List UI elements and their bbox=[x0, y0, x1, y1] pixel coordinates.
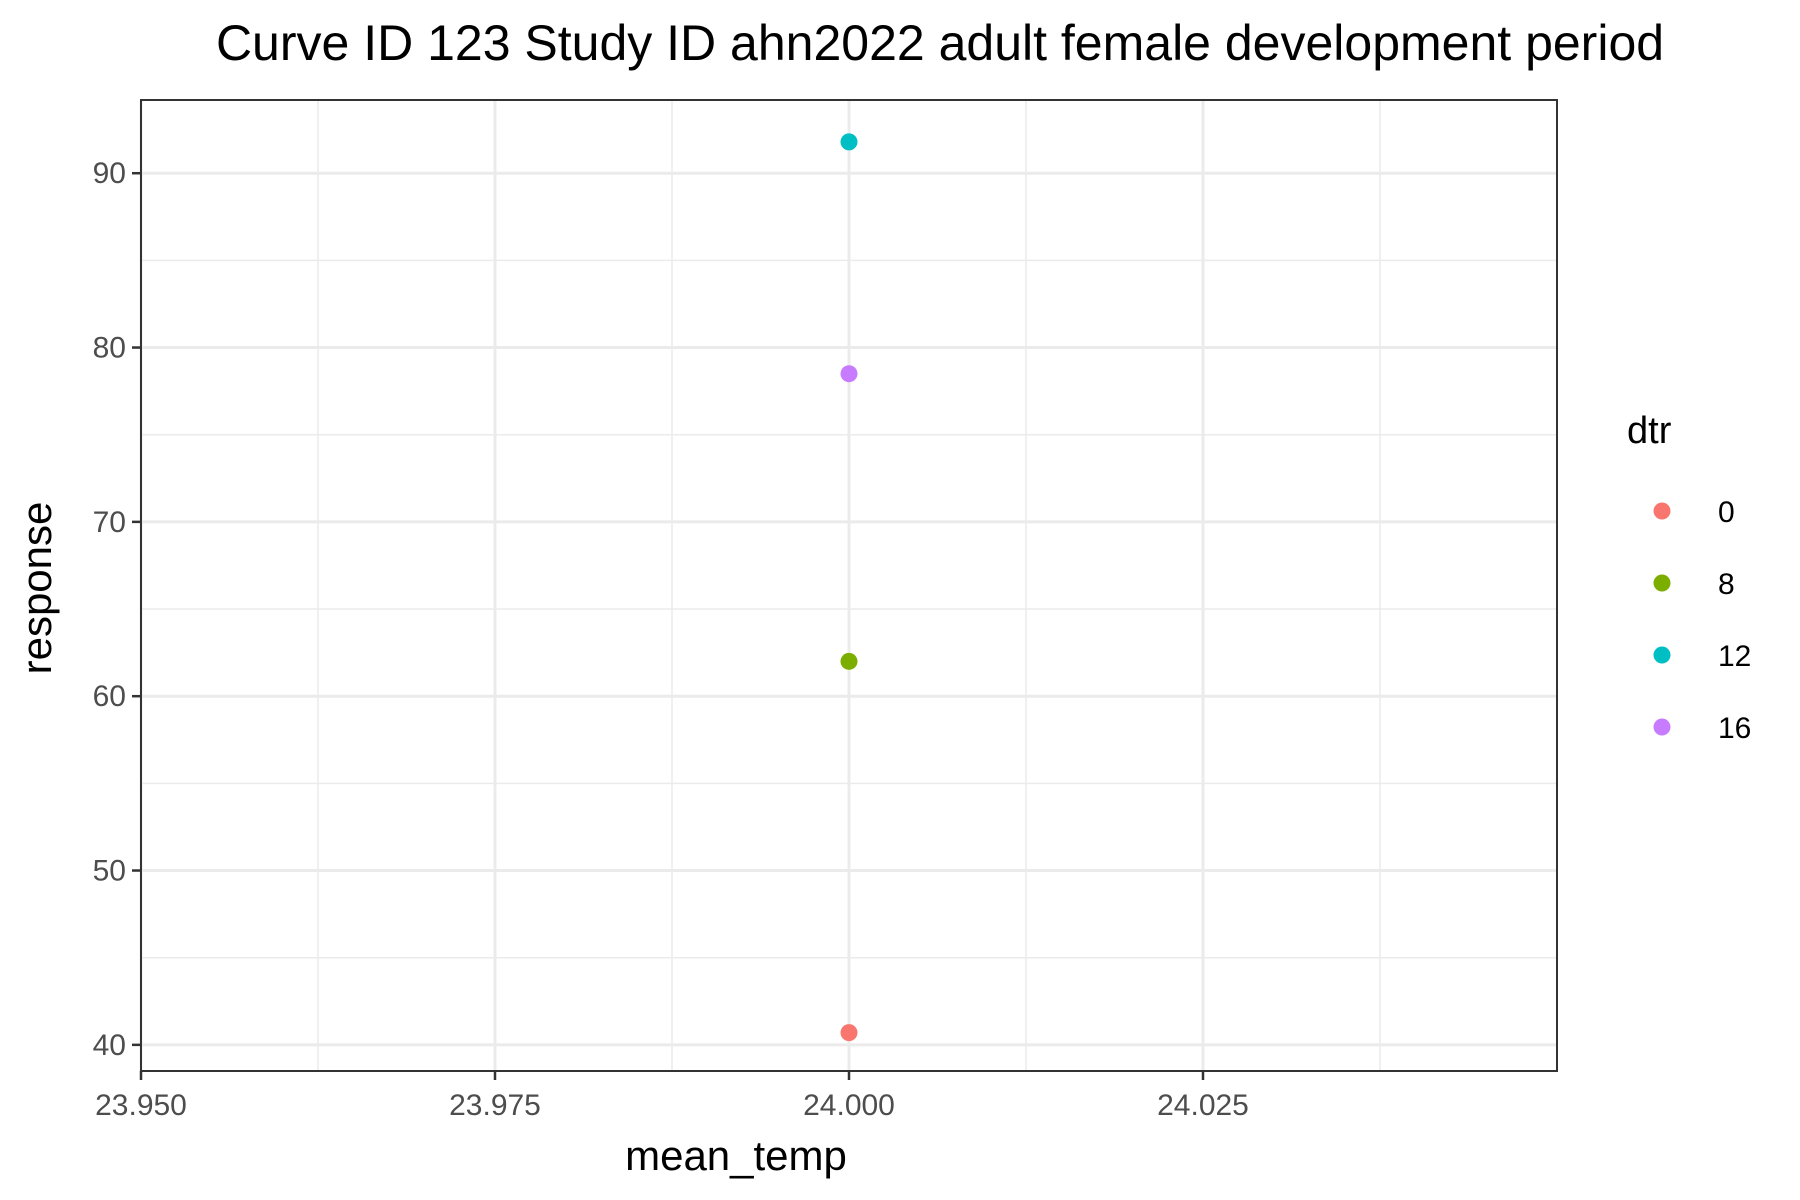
x-tick-label: 24.000 bbox=[803, 1089, 895, 1122]
plot-panel bbox=[139, 99, 1558, 1072]
y-tick-label: 40 bbox=[93, 1029, 126, 1062]
x-tick-label: 23.975 bbox=[449, 1089, 541, 1122]
legend: dtr 0 8 12 16 bbox=[1627, 410, 1751, 745]
legend-label: 12 bbox=[1718, 640, 1751, 673]
data-point bbox=[840, 1024, 858, 1042]
legend-key bbox=[1653, 646, 1671, 664]
y-tick-label: 50 bbox=[93, 855, 126, 888]
y-tick-label: 60 bbox=[93, 680, 126, 713]
x-axis-title: mean_temp bbox=[625, 1132, 847, 1179]
legend-key bbox=[1653, 502, 1671, 520]
legend-label: 0 bbox=[1718, 496, 1735, 529]
data-point bbox=[840, 365, 858, 383]
data-point bbox=[840, 652, 858, 670]
x-axis: 23.950 23.975 24.000 24.025 bbox=[95, 1071, 1249, 1122]
y-tick-label: 80 bbox=[93, 332, 126, 365]
major-gridlines bbox=[139, 100, 1557, 1071]
y-tick-label: 90 bbox=[93, 157, 126, 190]
x-tick-label: 24.025 bbox=[1157, 1089, 1249, 1122]
chart-title: Curve ID 123 Study ID ahn2022 adult fema… bbox=[216, 15, 1664, 71]
legend-title: dtr bbox=[1627, 410, 1672, 452]
data-point bbox=[840, 133, 858, 151]
y-tick-label: 70 bbox=[93, 506, 126, 539]
y-axis: 40 50 60 70 80 90 bbox=[93, 157, 141, 1062]
y-axis-title: response bbox=[13, 502, 60, 675]
legend-key bbox=[1653, 718, 1671, 736]
legend-label: 16 bbox=[1718, 712, 1751, 745]
data-points bbox=[840, 133, 858, 1042]
x-tick-label: 23.950 bbox=[95, 1089, 187, 1122]
legend-key bbox=[1653, 574, 1671, 592]
legend-entries: 0 8 12 16 bbox=[1653, 496, 1751, 745]
legend-label: 8 bbox=[1718, 568, 1735, 601]
